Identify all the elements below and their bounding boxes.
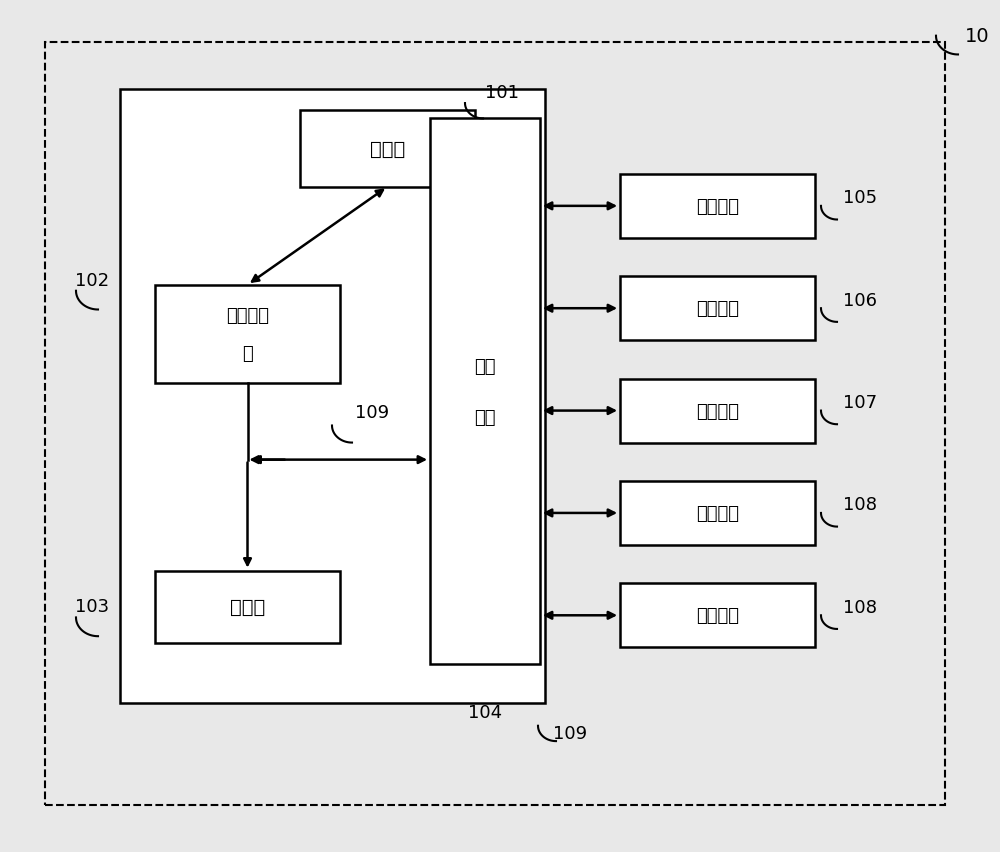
- Bar: [155, 285, 340, 383]
- Text: 109: 109: [355, 404, 389, 422]
- Text: 102: 102: [75, 272, 109, 291]
- Bar: [620, 175, 815, 239]
- Text: 触控屏幕: 触控屏幕: [696, 504, 739, 522]
- Text: 108: 108: [843, 598, 877, 616]
- Bar: [620, 277, 815, 341]
- Text: 105: 105: [843, 189, 877, 207]
- Text: 器: 器: [242, 344, 253, 362]
- Text: 接口: 接口: [474, 408, 496, 427]
- Text: 存储器: 存储器: [370, 140, 405, 158]
- Text: 按键模块: 按键模块: [696, 300, 739, 318]
- Text: 光传感器: 光传感器: [696, 607, 739, 625]
- Text: 104: 104: [468, 703, 502, 721]
- Text: 109: 109: [553, 724, 587, 742]
- Bar: [155, 571, 340, 643]
- Text: 101: 101: [485, 84, 519, 102]
- Text: 射频模块: 射频模块: [696, 198, 739, 216]
- Text: 106: 106: [843, 291, 877, 309]
- Text: 音频模块: 音频模块: [696, 402, 739, 420]
- Text: 处理器: 处理器: [230, 597, 265, 617]
- Text: 外设: 外设: [474, 357, 496, 376]
- Bar: [430, 119, 540, 665]
- Bar: [300, 111, 475, 187]
- Bar: [620, 481, 815, 545]
- Text: 10: 10: [965, 27, 990, 46]
- Text: 103: 103: [75, 597, 109, 616]
- Bar: [120, 89, 545, 703]
- Text: 108: 108: [843, 496, 877, 514]
- Bar: [620, 379, 815, 443]
- Text: 107: 107: [843, 394, 877, 412]
- Text: 存储控制: 存储控制: [226, 307, 269, 325]
- Bar: [620, 584, 815, 648]
- Bar: [45, 43, 945, 805]
